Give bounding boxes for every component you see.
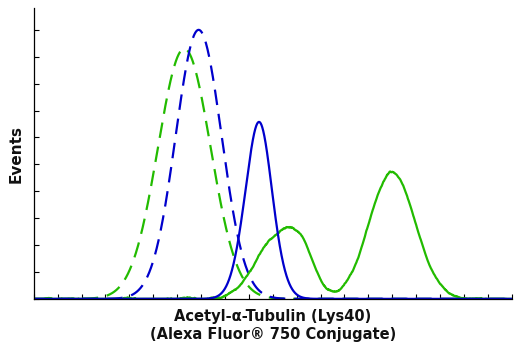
X-axis label: Acetyl-α-Tubulin (Lys40)
(Alexa Fluor® 750 Conjugate): Acetyl-α-Tubulin (Lys40) (Alexa Fluor® 7… <box>150 309 396 342</box>
Y-axis label: Events: Events <box>8 125 23 183</box>
